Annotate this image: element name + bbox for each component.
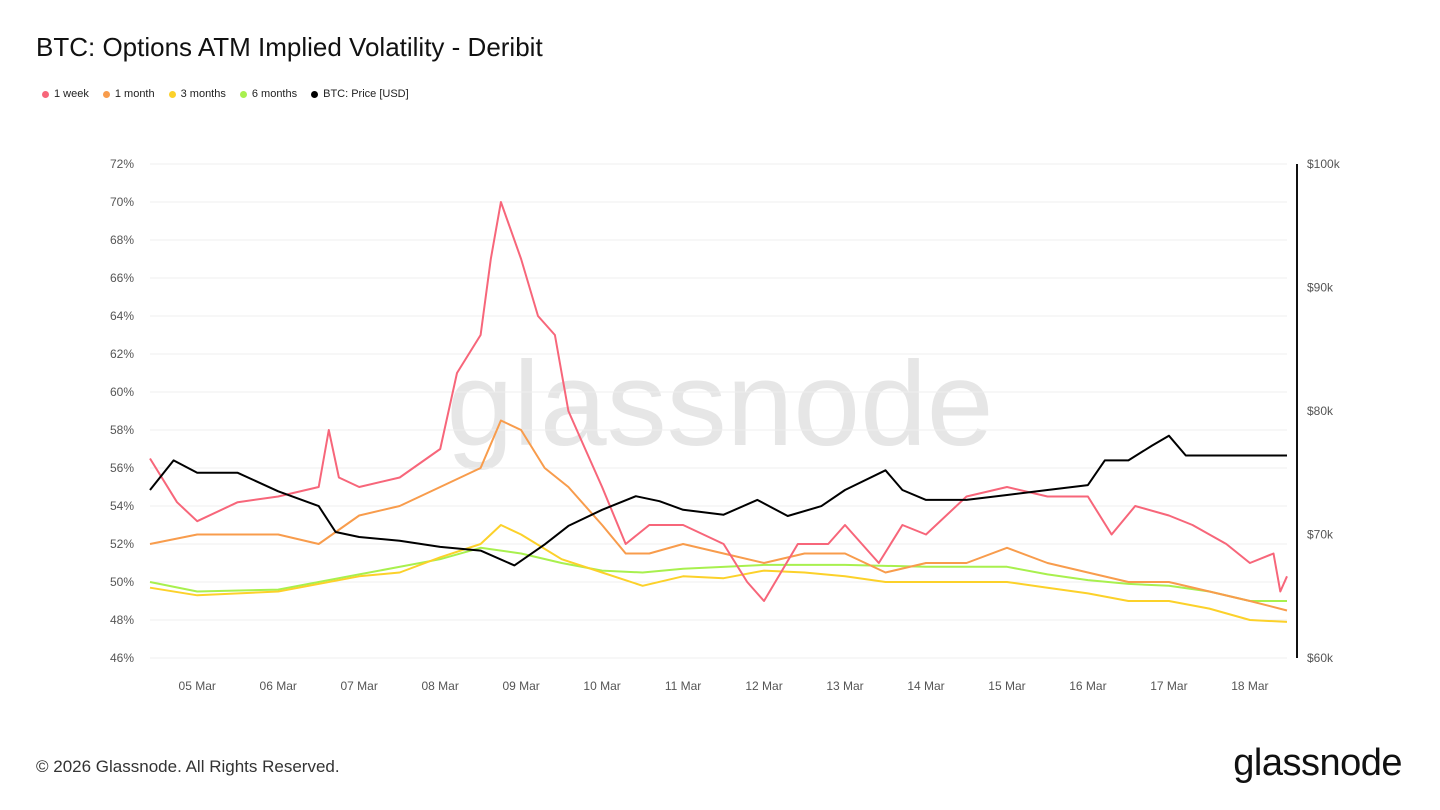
y-left-tick-label: 68% bbox=[110, 233, 134, 247]
x-tick-label: 11 Mar bbox=[665, 679, 701, 693]
x-tick-label: 10 Mar bbox=[583, 679, 620, 693]
legend-item[interactable]: 1 week bbox=[42, 88, 89, 100]
legend-dot-icon bbox=[239, 90, 247, 98]
x-tick-label: 13 Mar bbox=[826, 679, 863, 693]
y-left-tick-label: 54% bbox=[110, 499, 134, 513]
copyright: © 2026 Glassnode. All Rights Reserved. bbox=[36, 757, 340, 776]
legend-label: BTC: Price [USD] bbox=[323, 88, 409, 100]
y-right-tick-label: $80k bbox=[1307, 404, 1334, 418]
series-line-1-week bbox=[149, 201, 1288, 602]
x-tick-label: 12 Mar bbox=[745, 679, 782, 693]
legend-item[interactable]: 3 months bbox=[168, 88, 226, 100]
y-left-tick-label: 72% bbox=[110, 157, 134, 171]
y-left-tick-label: 52% bbox=[110, 537, 134, 551]
watermark: glassnode bbox=[446, 337, 993, 471]
x-tick-label: 06 Mar bbox=[260, 679, 297, 693]
legend-dot-icon bbox=[102, 90, 110, 98]
y-left-tick-label: 66% bbox=[110, 271, 134, 285]
x-tick-label: 08 Mar bbox=[421, 679, 458, 693]
legend-dot-icon bbox=[311, 90, 319, 98]
legend-label: 3 months bbox=[180, 88, 226, 100]
series-line-3-months bbox=[149, 524, 1288, 623]
y-right-tick-label: $90k bbox=[1307, 281, 1334, 295]
legend: 1 week 1 month 3 months 6 months BTC: Price … bbox=[42, 88, 409, 100]
y-right-tick-label: $60k bbox=[1307, 651, 1334, 665]
legend-item[interactable]: BTC: Price [USD] bbox=[311, 88, 409, 100]
x-tick-label: 05 Mar bbox=[179, 679, 216, 693]
x-tick-label: 14 Mar bbox=[907, 679, 944, 693]
series-line-1-month bbox=[149, 419, 1288, 612]
chart-title: BTC: Options ATM Implied Volatility - De… bbox=[36, 32, 543, 62]
y-right-tick-label: $70k bbox=[1307, 528, 1334, 542]
y-left-tick-label: 56% bbox=[110, 461, 134, 475]
y-left-tick-label: 50% bbox=[110, 575, 134, 589]
legend-dot-icon bbox=[42, 90, 49, 98]
x-tick-label: 18 Mar bbox=[1231, 679, 1268, 693]
x-tick-label: 07 Mar bbox=[341, 679, 378, 693]
legend-item[interactable]: 6 months bbox=[239, 88, 298, 100]
y-left-tick-label: 70% bbox=[110, 195, 134, 209]
y-right-tick-label: $100k bbox=[1307, 157, 1341, 171]
y-left-tick-label: 62% bbox=[110, 347, 134, 361]
x-tick-label: 16 Mar bbox=[1069, 679, 1106, 693]
y-left-tick-label: 60% bbox=[110, 385, 134, 399]
legend-item[interactable]: 1 month bbox=[102, 88, 155, 100]
x-tick-label: 09 Mar bbox=[502, 679, 539, 693]
x-tick-label: 17 Mar bbox=[1150, 679, 1187, 693]
series-line-6-months bbox=[149, 546, 1287, 602]
glassnode-logo: glassnode bbox=[1233, 742, 1402, 784]
y-left-tick-label: 64% bbox=[110, 309, 134, 323]
y-left-tick-label: 58% bbox=[110, 423, 134, 437]
y-left-tick-label: 48% bbox=[110, 613, 134, 627]
y-left-tick-label: 46% bbox=[110, 651, 134, 665]
legend-dot-icon bbox=[168, 90, 176, 98]
x-tick-label: 15 Mar bbox=[988, 679, 1025, 693]
legend-label: 6 months bbox=[251, 88, 298, 100]
legend-label: 1 week bbox=[54, 88, 89, 100]
series-line-btc-price-usd- bbox=[149, 434, 1287, 567]
legend-label: 1 month bbox=[114, 88, 155, 100]
